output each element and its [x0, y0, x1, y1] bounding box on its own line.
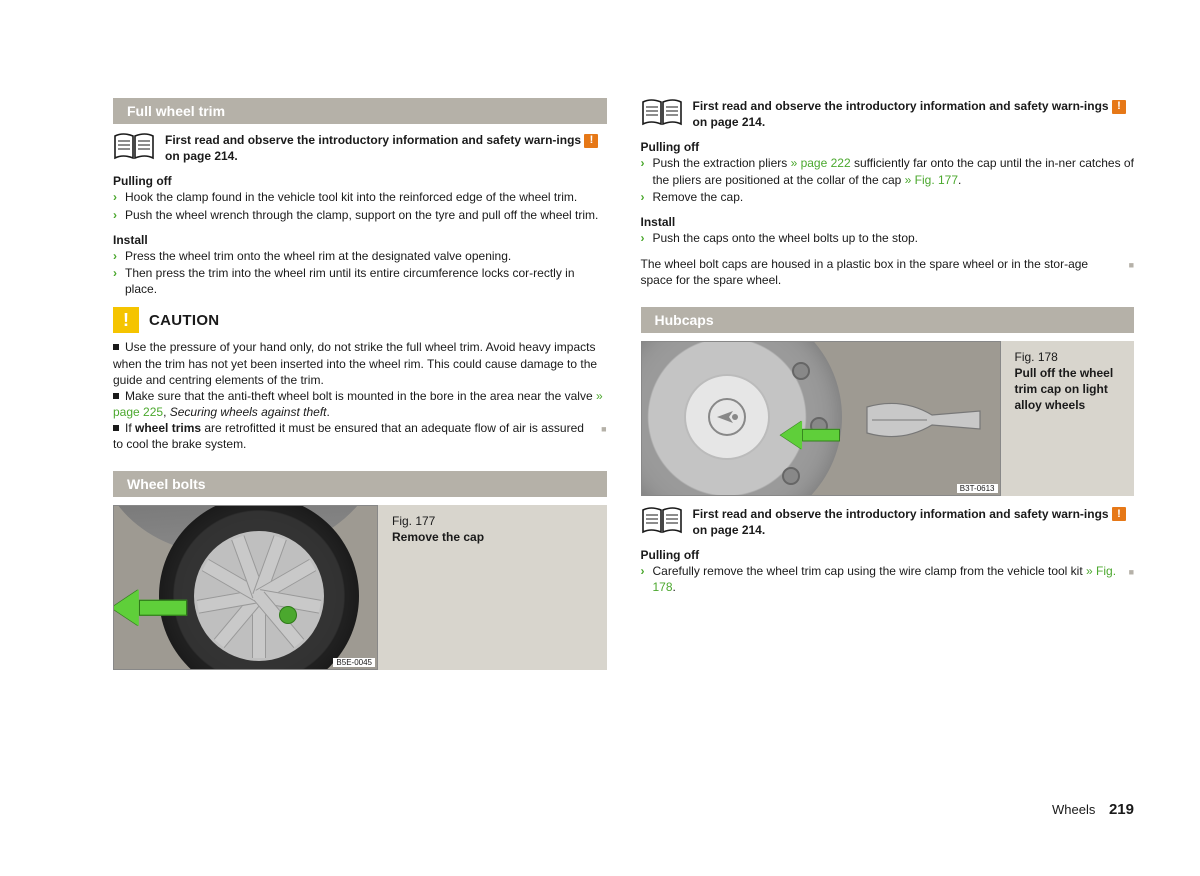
- arrow-icon: [802, 428, 840, 443]
- notice-text-pre: First read and observe the introductory …: [165, 133, 584, 147]
- section-header-hubcaps: Hubcaps: [641, 307, 1135, 333]
- caution-para-2: Make sure that the anti-theft wheel bolt…: [113, 388, 607, 420]
- book-icon: [641, 506, 683, 534]
- book-icon: [113, 132, 155, 160]
- notice-text-post: on page 214.: [693, 523, 766, 537]
- subhead-install: Install: [641, 215, 1135, 229]
- caution-heading: ! CAUTION: [113, 307, 607, 333]
- safety-notice: First read and observe the introductory …: [641, 98, 1135, 130]
- safety-notice: First read and observe the introductory …: [113, 132, 607, 164]
- pliers-tool: [862, 397, 982, 443]
- page-link-222[interactable]: » page 222: [791, 156, 851, 170]
- caution-label: CAUTION: [149, 312, 219, 329]
- install-steps: Push the caps onto the wheel bolts up to…: [641, 230, 1135, 246]
- install-steps: Press the wheel trim onto the wheel rim …: [113, 248, 607, 298]
- figure-178: B3T-0613 Fig. 178 Pull off the wheel tri…: [641, 341, 1135, 496]
- skoda-logo-icon: [707, 397, 747, 437]
- pull-off-steps: ■Carefully remove the wheel trim cap usi…: [641, 563, 1135, 595]
- warning-icon: !: [1112, 507, 1126, 521]
- section-end-marker: ■: [1129, 566, 1134, 578]
- notice-text-post: on page 214.: [165, 149, 238, 163]
- subhead-pulling-off: Pulling off: [641, 548, 1135, 562]
- footer-section: Wheels: [1052, 802, 1095, 817]
- body-paragraph: ■The wheel bolt caps are housed in a pla…: [641, 256, 1135, 288]
- list-item: Push the extraction pliers » page 222 su…: [641, 155, 1135, 187]
- figure-177-image: B5E-0045: [113, 505, 378, 670]
- subhead-pulling-off: Pulling off: [113, 174, 607, 188]
- figure-178-image: B3T-0613: [641, 341, 1001, 496]
- list-item: Remove the cap.: [641, 189, 1135, 205]
- list-item: Hook the clamp found in the vehicle tool…: [113, 189, 607, 205]
- figure-177: B5E-0045 Fig. 177 Remove the cap: [113, 505, 607, 670]
- section-header-full-wheel-trim: Full wheel trim: [113, 98, 607, 124]
- caution-icon: !: [113, 307, 139, 333]
- figure-caption: Pull off the wheel trim cap on light all…: [1015, 365, 1125, 414]
- figure-number: Fig. 177: [392, 513, 484, 529]
- figure-number: Fig. 178: [1015, 349, 1125, 365]
- notice-text-pre: First read and observe the introductory …: [693, 99, 1112, 113]
- figure-caption: Remove the cap: [392, 529, 484, 545]
- safety-notice: First read and observe the introductory …: [641, 506, 1135, 538]
- notice-text-post: on page 214.: [693, 115, 766, 129]
- subhead-install: Install: [113, 233, 607, 247]
- pull-off-steps: Hook the clamp found in the vehicle tool…: [113, 189, 607, 222]
- list-item: Push the wheel wrench through the clamp,…: [113, 207, 607, 223]
- list-item: ■Carefully remove the wheel trim cap usi…: [641, 563, 1135, 595]
- page-footer: Wheels 219: [1052, 801, 1134, 818]
- subhead-pulling-off: Pulling off: [641, 140, 1135, 154]
- section-end-marker: ■: [1129, 259, 1134, 271]
- list-item: Press the wheel trim onto the wheel rim …: [113, 248, 607, 264]
- section-header-wheel-bolts: Wheel bolts: [113, 471, 607, 497]
- caution-para-1: Use the pressure of your hand only, do n…: [113, 339, 607, 388]
- figure-code: B3T-0613: [957, 484, 998, 493]
- caution-para-3: ■If wheel trims are retrofitted it must …: [113, 420, 607, 452]
- list-item: Push the caps onto the wheel bolts up to…: [641, 230, 1135, 246]
- pull-off-steps: Push the extraction pliers » page 222 su…: [641, 155, 1135, 205]
- book-icon: [641, 98, 683, 126]
- notice-text-pre: First read and observe the introductory …: [693, 507, 1112, 521]
- warning-icon: !: [1112, 100, 1126, 114]
- section-end-marker: ■: [601, 423, 606, 435]
- list-item: Then press the trim into the wheel rim u…: [113, 265, 607, 297]
- figure-code: B5E-0045: [333, 658, 375, 667]
- warning-icon: !: [584, 134, 598, 148]
- page-number: 219: [1109, 801, 1134, 818]
- fig-link-177[interactable]: » Fig. 177: [905, 173, 958, 187]
- arrow-icon: [139, 599, 187, 619]
